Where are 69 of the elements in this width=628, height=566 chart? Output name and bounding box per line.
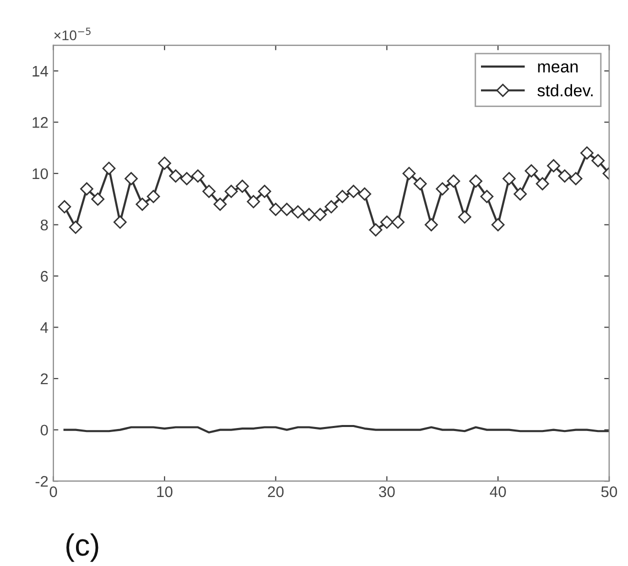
point	[336, 190, 349, 204]
point	[202, 184, 216, 198]
x-tick-label: 50	[601, 486, 618, 498]
x-tick-label: 10	[157, 486, 172, 498]
y-tick-label: 4	[40, 322, 48, 333]
point	[402, 166, 416, 180]
legend-label: mean	[538, 63, 578, 73]
point	[546, 159, 560, 172]
point	[369, 223, 382, 236]
point	[280, 202, 294, 216]
point	[102, 162, 116, 175]
point	[580, 146, 594, 160]
point	[113, 216, 127, 229]
point	[458, 210, 472, 224]
point	[258, 184, 272, 198]
x-tick-label: 30	[378, 486, 395, 498]
point	[236, 180, 249, 193]
point	[536, 177, 550, 190]
point	[469, 174, 482, 188]
y-tick-label: 14	[32, 66, 48, 76]
y-tick-label: -2	[36, 476, 48, 487]
point	[569, 172, 582, 186]
legend-label: std.dev.	[537, 84, 593, 96]
point	[91, 192, 104, 206]
point	[380, 216, 394, 229]
y-tick-label: 0	[40, 424, 48, 436]
x-tick-label: 20	[268, 486, 284, 498]
point	[180, 172, 194, 186]
point	[58, 200, 72, 214]
x-tick-label: 40	[490, 486, 506, 498]
point	[558, 169, 572, 183]
y-tick-label: 10	[32, 168, 48, 180]
point	[502, 172, 516, 186]
point	[446, 174, 460, 188]
point	[80, 182, 94, 196]
point	[291, 205, 305, 219]
x-tick-label: 0	[50, 486, 58, 498]
point	[302, 208, 316, 222]
text: (c)	[66, 533, 98, 562]
point	[246, 195, 260, 208]
point	[136, 198, 149, 211]
text: ×10$^{−5}$	[54, 28, 91, 40]
point	[358, 187, 372, 201]
y-tick-label: 6	[40, 270, 48, 282]
y-tick-label: 8	[40, 220, 48, 230]
point	[514, 187, 527, 201]
point	[591, 154, 605, 168]
point	[391, 216, 405, 229]
line-series	[63, 424, 610, 434]
point	[436, 182, 450, 196]
point	[158, 156, 172, 170]
point	[524, 164, 538, 178]
point	[191, 169, 204, 183]
point	[424, 218, 438, 232]
point	[269, 202, 282, 216]
point	[314, 208, 327, 222]
y-tick-label: 2	[40, 373, 48, 384]
point	[324, 200, 338, 214]
point	[124, 172, 138, 186]
point	[214, 198, 227, 211]
point	[146, 190, 160, 204]
point	[480, 190, 494, 204]
point	[224, 184, 238, 198]
point	[69, 220, 82, 234]
point	[346, 184, 360, 198]
y-tick-label: 12	[32, 117, 48, 128]
point	[414, 177, 427, 190]
point	[169, 169, 182, 183]
point	[491, 218, 505, 232]
